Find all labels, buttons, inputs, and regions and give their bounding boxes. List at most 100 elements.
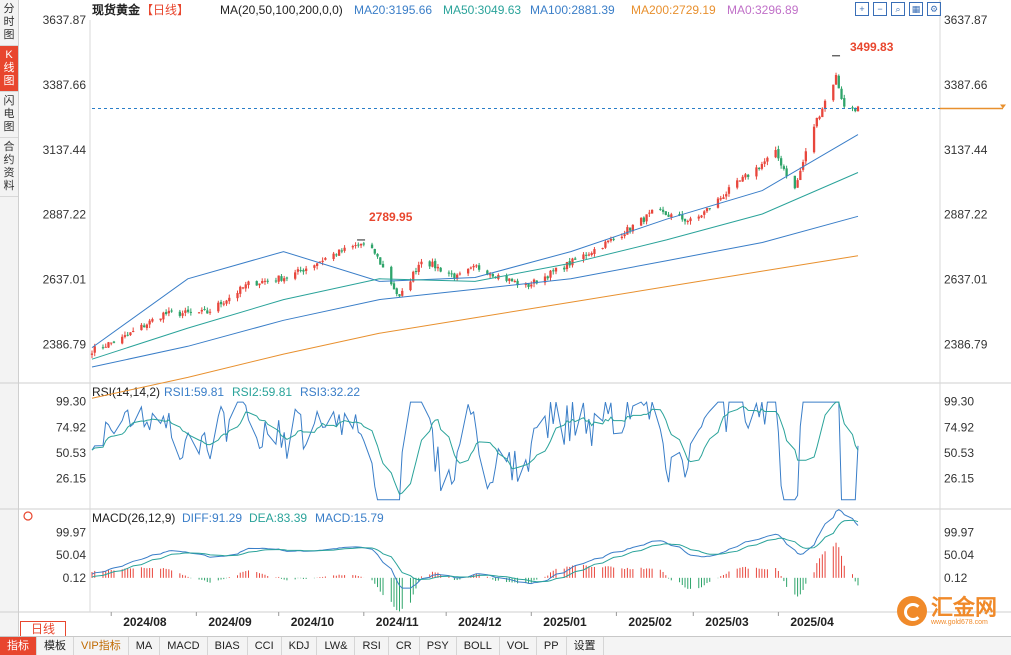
candle-body [343, 247, 346, 251]
ma-indicator-button[interactable]: MA [129, 637, 161, 655]
cci-indicator-button[interactable]: CCI [248, 637, 282, 655]
indicator-tab[interactable]: 指标 [0, 637, 37, 655]
candle-body [840, 88, 843, 100]
ma100-line [91, 215, 859, 368]
psy-indicator-button[interactable]: PSY [420, 637, 457, 655]
candle-body [549, 270, 552, 278]
candle-body [488, 274, 492, 276]
rsi3-value: RSI3:32.22 [300, 385, 360, 399]
candle-body [244, 284, 247, 289]
candle-body [132, 331, 135, 333]
candle-body [417, 264, 420, 272]
candle-body [151, 319, 154, 322]
candle-body [206, 310, 209, 314]
candle-body [162, 312, 165, 320]
candle-body [208, 311, 212, 313]
candle-body [620, 236, 624, 239]
candle-body [140, 324, 143, 331]
candle-body [90, 353, 94, 355]
ma0-value: MA0:3296.89 [727, 3, 799, 17]
kline-chart[interactable]: 现货黄金 【日线】 MA(20,50,100,200,0,0) MA20:319… [0, 0, 1011, 636]
candle-body [296, 269, 300, 272]
brand-logo-url: www.gold678.com [930, 618, 988, 626]
candle-body [516, 280, 519, 286]
vol-indicator-button[interactable]: VOL [500, 637, 537, 655]
x-axis-label: 2024/10 [291, 615, 335, 629]
mid-high-annotation: 2789.95 [369, 210, 413, 224]
lw-indicator-button[interactable]: LW& [317, 637, 356, 655]
candle-body [324, 258, 327, 260]
grid-icon[interactable]: ▦ [909, 2, 923, 16]
candle-body [738, 180, 742, 182]
minus-box-icon[interactable]: − [873, 2, 887, 16]
boll-indicator-button[interactable]: BOLL [457, 637, 500, 655]
rsi-tick-right: 26.15 [944, 472, 974, 486]
candle-body [834, 75, 838, 85]
cr-indicator-button[interactable]: CR [389, 637, 420, 655]
candle-body [793, 175, 797, 189]
candle-body [261, 281, 264, 284]
candle-body [186, 309, 190, 312]
settings-button[interactable]: 设置 [567, 637, 604, 655]
candle-body [546, 276, 549, 279]
macd-settings-icon[interactable] [23, 511, 33, 521]
candle-body [785, 168, 788, 177]
period-tab-daily[interactable]: 日线 [20, 621, 66, 638]
price-tick-right: 2887.22 [944, 208, 988, 222]
zoom-icon[interactable]: ⌕ [891, 2, 905, 16]
candle-body [107, 342, 110, 348]
rsi-indicator-button[interactable]: RSI [355, 637, 389, 655]
candle-body [491, 273, 494, 277]
x-axis-label: 2024/09 [208, 615, 252, 629]
candle-body [337, 249, 341, 256]
candle-body [821, 108, 824, 118]
dea-value: DEA:83.39 [249, 511, 307, 525]
template-tab[interactable]: 模板 [37, 637, 74, 655]
bias-indicator-button[interactable]: BIAS [208, 637, 248, 655]
candle-body [683, 219, 687, 222]
x-axis-label: 2025/04 [790, 615, 834, 629]
candle-body [450, 273, 453, 275]
candle-body [782, 166, 786, 169]
candle-body [439, 267, 442, 272]
price-tick-right: 3637.87 [944, 13, 988, 27]
candle-body [112, 341, 116, 343]
x-axis-label: 2025/01 [543, 615, 587, 629]
candle-body [626, 227, 629, 235]
candle-body [843, 98, 846, 107]
macd-indicator-button[interactable]: MACD [160, 637, 208, 655]
candle-body [283, 278, 286, 282]
rsi-tick-left: 50.53 [56, 446, 86, 460]
tab-time-chart[interactable]: 分时图 [0, 0, 18, 46]
candle-body [763, 161, 766, 164]
candle-body [650, 209, 654, 214]
candle-body [373, 249, 376, 254]
candle-body [574, 258, 577, 260]
candle-body [505, 275, 508, 281]
candle-body [700, 215, 703, 218]
settings-icon[interactable]: ⚙ [927, 2, 941, 16]
candle-body [571, 258, 574, 266]
candle-body [535, 280, 538, 284]
candle-body [189, 311, 192, 313]
candle-body [645, 214, 648, 222]
candle-body [661, 209, 665, 212]
candle-body [299, 270, 302, 272]
vip-indicator-tab[interactable]: VIP指标 [74, 637, 129, 655]
candle-body [722, 197, 725, 199]
tab-kline-chart[interactable]: K线图 [0, 46, 18, 92]
pp-indicator-button[interactable]: PP [537, 637, 567, 655]
tab-flash-chart[interactable]: 闪电图 [0, 92, 18, 138]
candle-body [582, 254, 585, 260]
candle-body [159, 318, 162, 321]
candle-body [178, 311, 182, 316]
candle-body [376, 253, 379, 257]
candle-body [104, 346, 107, 348]
chart-toolbar: + − ⌕ ▦ ⚙ [855, 2, 941, 16]
candle-body [398, 294, 401, 297]
tab-contract-info[interactable]: 合约资料 [0, 138, 18, 197]
ma-settings-label[interactable]: MA(20,50,100,200,0,0) [220, 3, 343, 17]
kdj-indicator-button[interactable]: KDJ [282, 637, 318, 655]
plus-box-icon[interactable]: + [855, 2, 869, 16]
candle-body [285, 277, 289, 279]
